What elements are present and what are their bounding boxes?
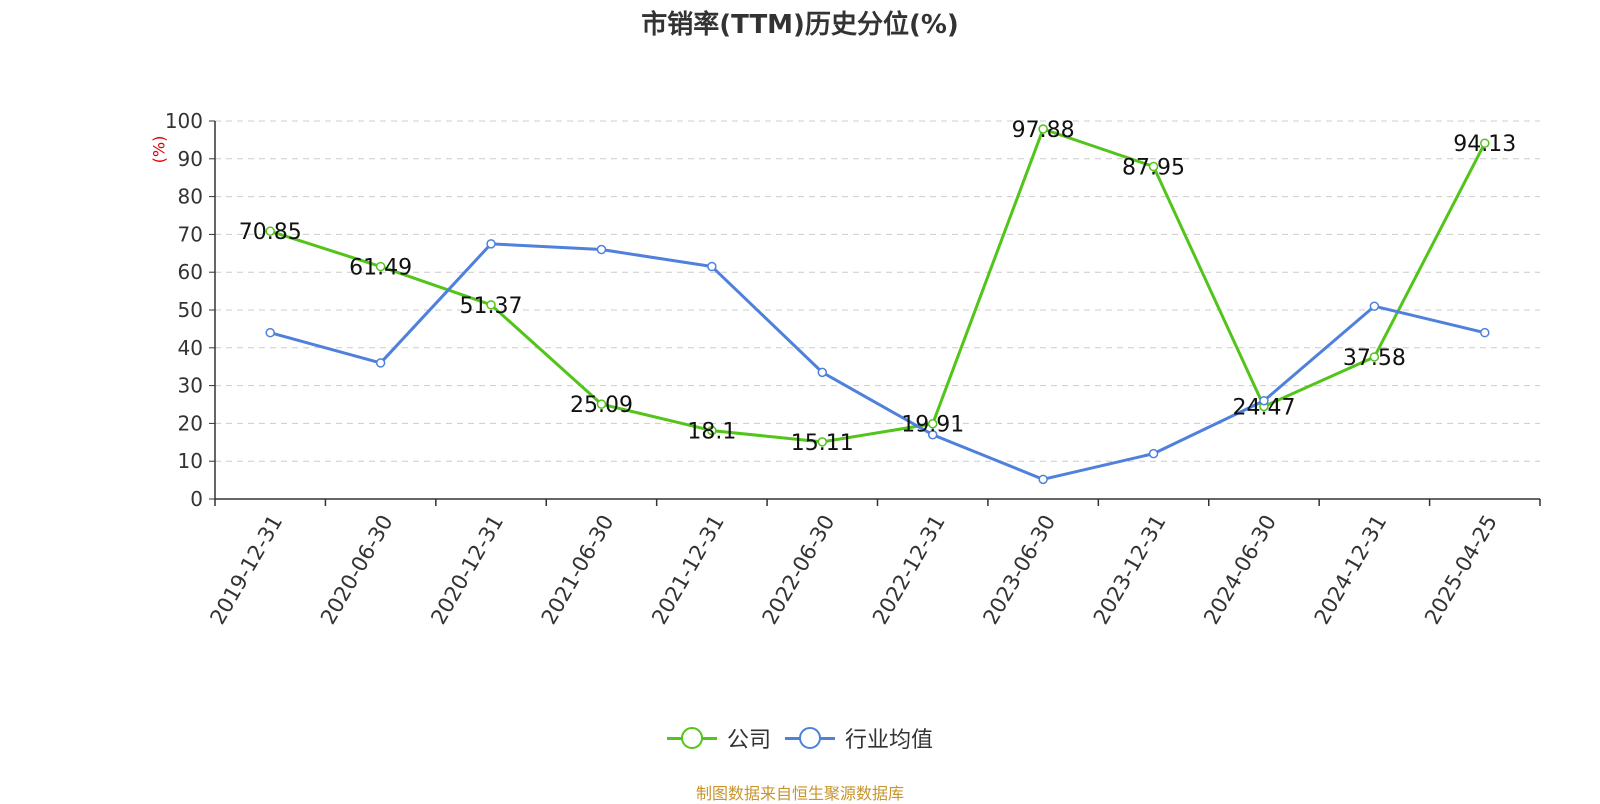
grid-lines [215,120,1540,462]
data-point-0 [1369,352,1380,362]
data-point-1 [265,327,275,338]
chart-title: 市销率(TTM)历史分位(%) [641,10,959,40]
data-point-1 [596,244,607,255]
x-tick-label: 2020-12-31 [426,511,508,629]
series-line-0 [269,127,1487,444]
x-tick-label: 2025-04-25 [1420,511,1502,629]
x-tick-label: 2019-12-31 [205,511,287,629]
x-tick-label: 2020-06-30 [316,511,398,629]
data-point-0 [707,425,717,436]
line-chart: 0 10 20 30 40 50 60 70 80 90 100 2019-12-31 2020-06-… [165,109,1541,629]
y-tick-label: 60 [178,260,203,284]
x-tick-label: 2021-12-31 [647,511,729,629]
data-point-1 [927,429,938,440]
y-tick-label: 70 [178,222,203,246]
data-label: 18.1 [687,420,736,445]
y-tick-label: 80 [178,185,203,209]
data-label: 19.91 [901,413,964,438]
data-labels: 70.85 61.49 51.37 25.09 18.1 15.11 19.91 97.88 8… [239,118,1517,456]
data-label: 70.85 [239,220,302,245]
data-point-1 [1369,301,1380,311]
data-point-0 [375,261,386,272]
x-tick-label: 2022-12-31 [868,511,950,629]
legend-label-company: 公司 [726,728,771,753]
data-point-1 [1148,448,1159,459]
data-point-1 [817,367,828,378]
legend-item-industry-average[interactable]: 行业均值 [785,722,933,754]
data-point-0 [265,226,275,236]
data-point-1 [707,261,717,272]
data-label: 94.13 [1453,132,1516,157]
series-lines [265,124,1490,485]
series-line-1 [269,242,1486,481]
data-label: 97.88 [1012,118,1075,143]
data-point-0 [596,399,607,409]
data-point-1 [1480,327,1490,338]
x-tick-label: 2024-12-31 [1310,511,1392,629]
data-label: 25.09 [570,393,633,418]
y-tick-label: 0 [190,487,203,511]
legend-marker-industry-average [785,727,835,749]
legend-item-company[interactable]: 公司 [666,722,771,754]
y-tick-label: 100 [165,109,203,133]
y-tick-label: 20 [178,411,203,435]
legend: 公司 行业均值 [0,722,1600,754]
data-point-1 [1038,474,1048,485]
data-point-1 [486,239,496,249]
data-point-0 [1480,138,1490,148]
axes: 0 10 20 30 40 50 60 70 80 90 100 2019-12-31 2020-06-… [165,109,1541,629]
data-point-0 [1148,161,1159,172]
y-tick-label: 50 [178,298,203,322]
x-tick-label: 2021-06-30 [537,511,619,629]
data-label: 51.37 [460,294,523,319]
data-point-0 [1038,124,1048,134]
data-label: 87.95 [1122,156,1185,181]
source-note: 制图数据来自恒生聚源数据库 [695,784,904,803]
y-tick-label: 90 [178,147,203,171]
x-tick-label: 2023-12-31 [1089,511,1171,629]
y-tick-label: 30 [178,374,203,398]
data-point-0 [486,300,496,310]
x-tick-label: 2022-06-30 [758,511,840,629]
y-tick-label: 10 [178,449,203,473]
data-label: 61.49 [349,256,412,281]
y-tick-label: 40 [178,336,203,360]
x-tick-label: 2023-06-30 [978,511,1060,629]
data-point-0 [817,437,828,447]
legend-marker-company [666,727,717,749]
data-point-1 [1259,395,1269,406]
x-tick-label: 2024-06-30 [1199,511,1281,629]
data-label: 24.47 [1232,396,1295,421]
legend-label-industry-average: 行业均值 [845,728,934,753]
data-point-0 [927,418,938,429]
data-label: 37.58 [1343,346,1406,371]
data-point-1 [375,358,386,368]
data-label: 15.11 [791,431,854,456]
